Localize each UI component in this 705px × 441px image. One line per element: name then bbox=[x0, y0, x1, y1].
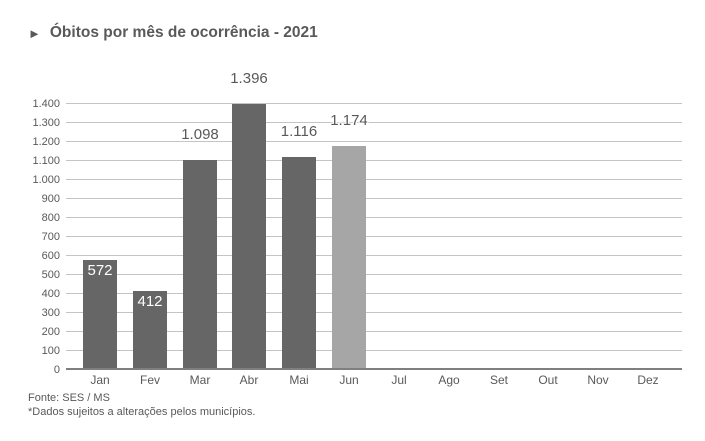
x-axis-line bbox=[66, 368, 682, 370]
x-tick-label: Out bbox=[538, 373, 558, 387]
bar-jan bbox=[83, 260, 117, 369]
data-label: 1.116 bbox=[280, 123, 318, 140]
gridline bbox=[66, 122, 682, 123]
y-tick-label: 1.300 bbox=[32, 117, 60, 129]
x-tick-label: Abr bbox=[239, 373, 259, 387]
data-label: 1.174 bbox=[330, 112, 368, 129]
y-tick-label: 1.100 bbox=[32, 155, 60, 167]
bar-abr bbox=[232, 104, 266, 369]
gridline bbox=[66, 198, 682, 199]
gridline bbox=[66, 141, 682, 142]
gridline bbox=[66, 331, 682, 332]
x-tick-label: Mar bbox=[189, 373, 211, 387]
gridline bbox=[66, 274, 682, 275]
gridline bbox=[66, 255, 682, 256]
data-label: 1.098 bbox=[181, 126, 219, 143]
y-tick-label: 300 bbox=[41, 307, 60, 319]
disclaimer-note: *Dados sujeitos a alterações pelos munic… bbox=[28, 406, 256, 418]
chart-footer: Fonte: SES / MS *Dados sujeitos a altera… bbox=[28, 391, 255, 419]
x-tick-label: Nov bbox=[587, 373, 609, 387]
bar-fev bbox=[133, 291, 167, 369]
bar-mar bbox=[183, 160, 217, 369]
y-tick-label: 800 bbox=[41, 212, 60, 224]
y-tick-label: 500 bbox=[41, 269, 60, 281]
x-tick-label: Jul bbox=[391, 373, 407, 387]
y-tick-label: 1.400 bbox=[32, 98, 60, 110]
y-tick-label: 600 bbox=[41, 250, 60, 262]
bar-jun bbox=[332, 146, 366, 369]
page-title: ► Óbitos por mês de ocorrência - 2021 bbox=[28, 24, 318, 42]
y-tick-label: 400 bbox=[41, 288, 60, 300]
x-tick-label: Set bbox=[489, 373, 508, 387]
gridline bbox=[66, 217, 682, 218]
source-note: Fonte: SES / MS bbox=[28, 392, 110, 404]
x-tick-label: Jan bbox=[90, 373, 110, 387]
bar-mai bbox=[282, 157, 316, 369]
y-tick-label: 0 bbox=[53, 364, 60, 376]
data-label: 412 bbox=[137, 293, 163, 310]
gridline bbox=[66, 179, 682, 180]
gridline bbox=[66, 103, 682, 104]
data-label: 1.396 bbox=[230, 70, 268, 87]
x-tick-label: Mai bbox=[289, 373, 309, 387]
gridline bbox=[66, 236, 682, 237]
x-tick-label: Fev bbox=[139, 373, 160, 387]
x-tick-label: Dez bbox=[637, 373, 659, 387]
page-title-text: Óbitos por mês de ocorrência - 2021 bbox=[49, 24, 318, 41]
y-tick-label: 900 bbox=[41, 193, 60, 205]
gridline bbox=[66, 293, 682, 294]
data-label: 572 bbox=[87, 262, 113, 279]
y-tick-label: 1.000 bbox=[32, 174, 60, 186]
gridline bbox=[66, 160, 682, 161]
y-tick-label: 200 bbox=[41, 326, 60, 338]
x-tick-label: Jun bbox=[339, 373, 359, 387]
title-arrow-icon: ► bbox=[28, 25, 41, 41]
y-tick-label: 100 bbox=[41, 345, 60, 357]
y-tick-label: 700 bbox=[41, 231, 60, 243]
x-tick-label: Ago bbox=[438, 373, 460, 387]
y-tick-label: 1.200 bbox=[32, 136, 60, 148]
gridline bbox=[66, 312, 682, 313]
gridline bbox=[66, 350, 682, 351]
